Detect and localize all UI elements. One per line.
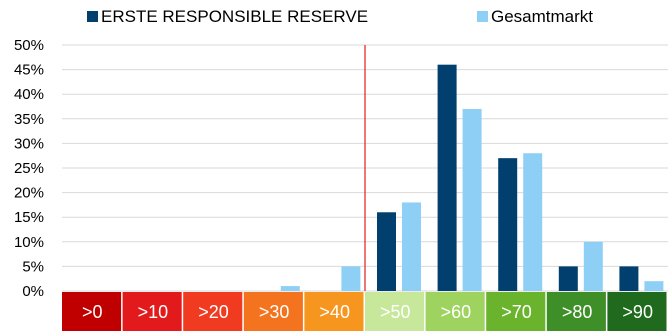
bar-erste bbox=[377, 212, 396, 291]
category-cell bbox=[486, 292, 546, 331]
y-tick-label: 0% bbox=[22, 283, 44, 300]
bar-gesamtmarkt bbox=[644, 281, 664, 291]
bar-gesamtmarkt bbox=[280, 286, 300, 291]
category-cell bbox=[243, 292, 303, 331]
y-tick-label: 35% bbox=[14, 111, 44, 128]
x-tick-label: >90 bbox=[622, 302, 653, 322]
category-cell bbox=[607, 292, 667, 331]
category-cell bbox=[365, 292, 425, 331]
bar-gesamtmarkt bbox=[583, 241, 603, 291]
legend-swatch-erste bbox=[87, 11, 98, 22]
x-tick-label: >20 bbox=[198, 302, 229, 322]
legend-label-gesamtmarkt: Gesamtmarkt bbox=[491, 7, 593, 26]
x-tick-label: >30 bbox=[259, 302, 290, 322]
legend-swatch-gesamtmarkt bbox=[477, 11, 488, 22]
y-tick-label: 10% bbox=[14, 234, 44, 251]
y-tick-label: 45% bbox=[14, 62, 44, 79]
bar-gesamtmarkt bbox=[341, 266, 361, 291]
y-tick-label: 20% bbox=[14, 185, 44, 202]
bar-erste bbox=[437, 64, 457, 292]
bar-gesamtmarkt bbox=[462, 108, 482, 292]
x-tick-label: >70 bbox=[501, 302, 532, 322]
category-cell bbox=[304, 292, 364, 331]
category-strip: >0 >10 >20 >30 >40 >50 >60 >70 >80 >90 bbox=[62, 292, 667, 331]
bar-gesamtmarkt bbox=[402, 202, 421, 291]
category-cell bbox=[183, 292, 243, 331]
bar-erste bbox=[619, 266, 639, 291]
x-tick-label: >10 bbox=[138, 302, 169, 322]
x-tick-label: >40 bbox=[319, 302, 350, 322]
bar-gesamtmarkt bbox=[523, 153, 543, 291]
bar-erste bbox=[558, 266, 578, 291]
x-tick-label: >0 bbox=[82, 302, 103, 322]
x-tick-label: >60 bbox=[441, 302, 472, 322]
legend: ERSTE RESPONSIBLE RESERVE Gesamtmarkt bbox=[87, 7, 593, 26]
x-tick-label: >80 bbox=[562, 302, 593, 322]
y-axis-ticks: 0% 5% 10% 15% 20% 25% 30% 35% 40% 45% 50% bbox=[14, 37, 44, 300]
y-tick-label: 25% bbox=[14, 160, 44, 177]
bar-erste bbox=[498, 158, 518, 291]
y-tick-label: 50% bbox=[14, 37, 44, 54]
y-tick-label: 5% bbox=[22, 258, 44, 275]
category-cell bbox=[122, 292, 182, 331]
x-tick-label: >50 bbox=[380, 302, 411, 322]
y-tick-label: 40% bbox=[14, 86, 44, 103]
y-tick-label: 15% bbox=[14, 209, 44, 226]
y-tick-label: 30% bbox=[14, 135, 44, 152]
category-cell bbox=[425, 292, 485, 331]
legend-label-erste: ERSTE RESPONSIBLE RESERVE bbox=[101, 7, 368, 26]
category-cell bbox=[546, 292, 606, 331]
category-cell bbox=[62, 292, 122, 331]
bars bbox=[280, 64, 664, 292]
